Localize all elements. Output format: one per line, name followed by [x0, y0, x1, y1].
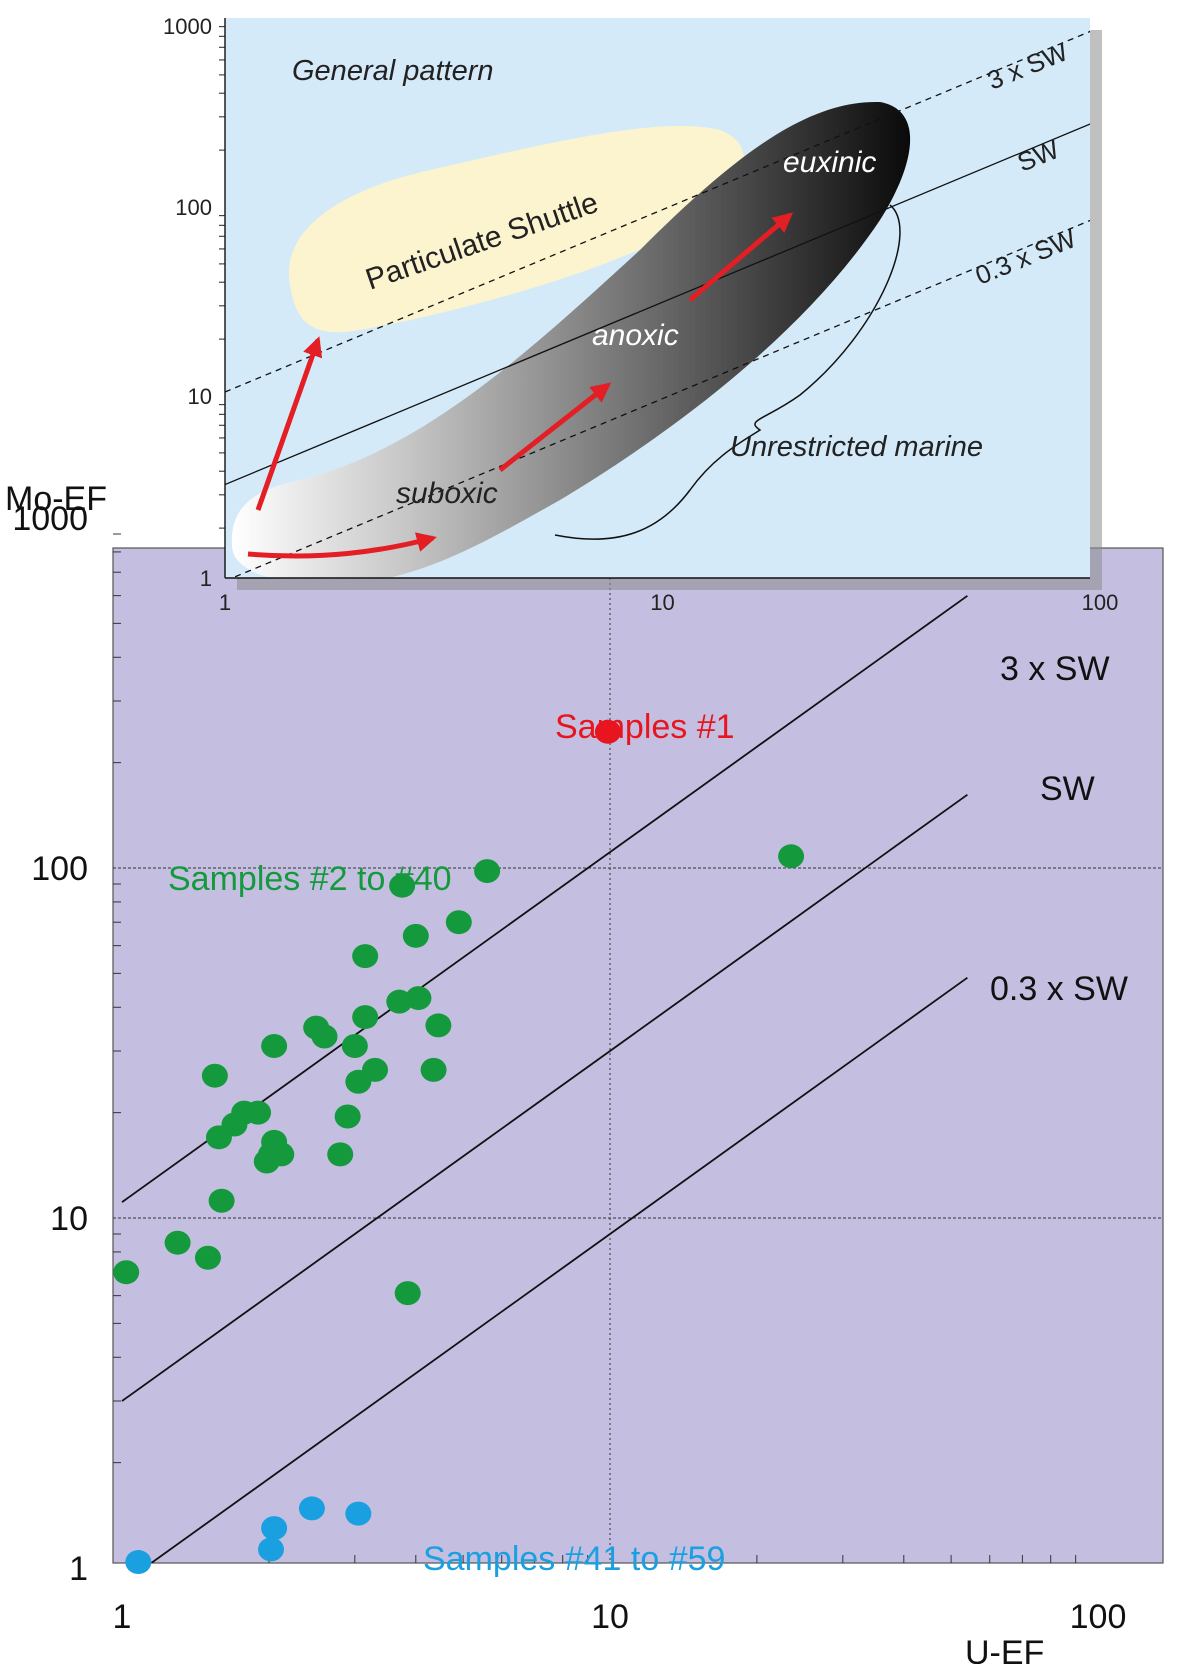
particulate-shuttle-region: [288, 125, 744, 333]
data-point: [334, 1104, 361, 1129]
reference-line: [149, 976, 968, 1563]
inset-reference-lines: [225, 30, 1090, 578]
x-tick-label: 100: [1070, 1598, 1127, 1636]
anoxic-label: anoxic: [592, 319, 679, 352]
inset-y-tick-label: 10: [188, 384, 212, 409]
unrestricted-marine-label: Unrestricted marine: [730, 431, 983, 463]
data-points: [113, 719, 805, 1575]
data-point: [201, 1063, 228, 1088]
inset-y-tick-label: 1000: [163, 14, 212, 39]
reference-line: [121, 595, 968, 1203]
data-point: [311, 1024, 338, 1049]
data-point: [261, 1034, 288, 1059]
inset-reference-line: [225, 30, 1090, 393]
data-point: [425, 1013, 452, 1038]
data-point: [245, 1100, 272, 1125]
series-annotation: Samples #2 to #40: [168, 860, 452, 898]
data-point: [194, 1245, 221, 1270]
inset-tick-labels: 1 10 100 1 10 100 1000: [163, 14, 1118, 615]
data-point: [394, 1281, 421, 1306]
inset-reference-line: [225, 123, 1090, 486]
data-point: [341, 1034, 368, 1059]
arrow-suboxic-icon: [247, 532, 437, 559]
inset-reference-line: [230, 219, 1090, 578]
data-point: [420, 1057, 447, 1082]
reference-line-label: SW: [1040, 770, 1095, 808]
series-annotations: Samples #1 Samples #2 to #40 Samples #41 t…: [168, 708, 735, 1578]
trend-arrows: [247, 212, 794, 559]
plot-area: [112, 547, 1164, 1564]
data-point: [258, 1537, 285, 1562]
suboxic-label: suboxic: [396, 477, 498, 510]
y-axis-label: Mo-EF: [5, 480, 107, 518]
euxinic-label: euxinic: [783, 146, 876, 179]
x-axis-label: U-EF: [965, 1634, 1044, 1664]
reference-line-label: 0.3 x SW: [990, 970, 1128, 1008]
x-tick-label: 1: [113, 1598, 132, 1636]
data-point: [778, 844, 805, 869]
data-point: [298, 1496, 325, 1521]
unrestricted-marine-brace: [554, 204, 901, 540]
inset-y-tick-label: 1: [200, 566, 212, 591]
data-point: [402, 923, 429, 948]
y-tick-label: 100: [31, 850, 88, 888]
y-tick-label: 1: [69, 1550, 88, 1588]
main-plot-panel: 3 x SW SW 0.3 x SW Samples #1 Samples #2 to…: [5, 480, 1164, 1664]
x-tick-label: 10: [591, 1598, 629, 1636]
arrow-up-icon: [255, 336, 323, 511]
inset-title: General pattern: [292, 55, 494, 87]
data-point: [352, 944, 379, 969]
data-point: [445, 910, 472, 935]
data-point: [405, 986, 432, 1011]
arrow-euxinic-icon: [688, 212, 794, 302]
series-annotation: Samples #1: [555, 708, 735, 746]
data-point: [345, 1501, 372, 1526]
reference-lines: [121, 595, 968, 1563]
reference-line: [121, 793, 968, 1402]
inset-x-tick-label: 10: [650, 590, 674, 615]
inset-x-tick-label: 1: [219, 590, 231, 615]
data-point: [125, 1550, 152, 1575]
data-point: [362, 1057, 389, 1082]
data-point: [594, 719, 621, 744]
data-point: [352, 1005, 379, 1030]
inset-axes: [224, 18, 1090, 579]
data-point: [389, 873, 416, 898]
y-tick-labels: 1 10 100 1000: [12, 500, 88, 1588]
data-point: [268, 1142, 295, 1167]
arrow-anoxic-icon: [498, 382, 612, 472]
data-point: [261, 1516, 288, 1541]
data-point: [474, 859, 501, 884]
x-tick-labels: 1 10 100: [113, 1598, 1127, 1636]
data-point: [164, 1230, 191, 1255]
data-point: [327, 1142, 354, 1167]
y-tick-label: 10: [50, 1200, 88, 1238]
y-tick-label: 1000: [12, 500, 88, 538]
reference-line-label: 3 x SW: [1000, 650, 1110, 688]
data-point: [113, 1260, 140, 1285]
grid-lines: [113, 548, 1163, 1563]
reference-line-labels: 3 x SW SW 0.3 x SW: [990, 650, 1128, 1008]
inset-x-tick-label: 100: [1082, 590, 1119, 615]
data-point: [208, 1188, 235, 1213]
series-annotation: Samples #41 to #59: [423, 1540, 725, 1578]
inset-y-tick-label: 100: [175, 195, 212, 220]
